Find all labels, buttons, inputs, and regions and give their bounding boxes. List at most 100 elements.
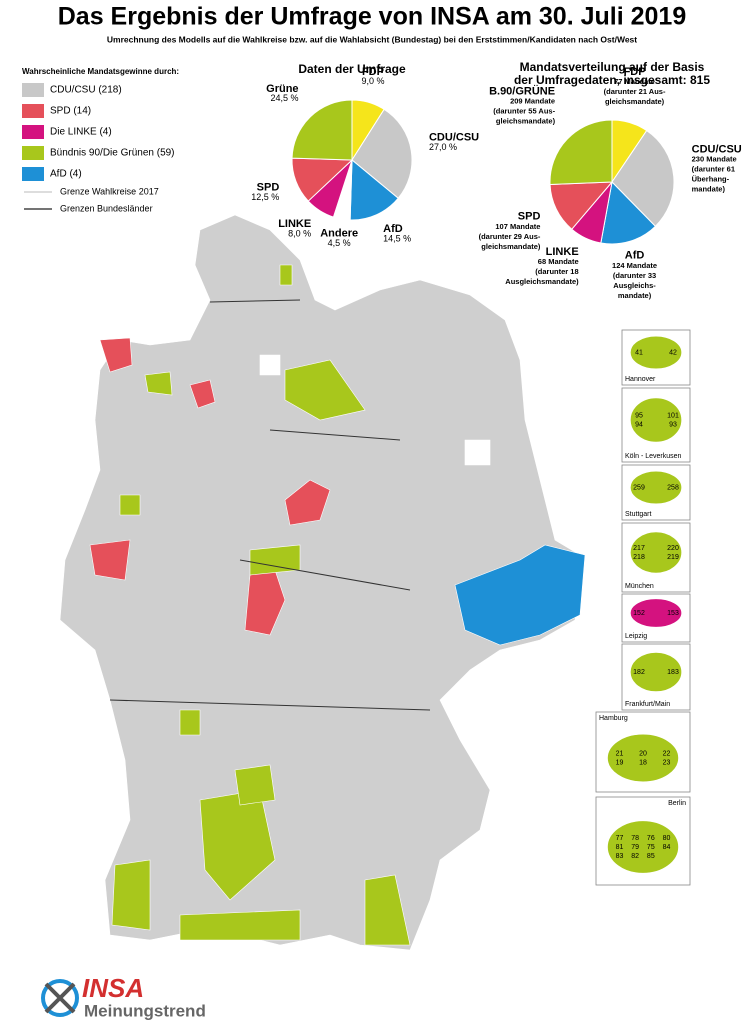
- inset-title: Frankfurt/Main: [625, 701, 670, 708]
- inset-district-label: 41: [635, 349, 643, 356]
- legend-swatch: [22, 125, 44, 139]
- pie-value-label: gleichsmandate): [605, 97, 665, 106]
- inset-map: [606, 820, 680, 874]
- legend-swatch: [22, 146, 44, 160]
- inset-district-label: 78: [631, 835, 639, 842]
- pie-slice: [549, 119, 613, 186]
- inset-district-label: 153: [667, 610, 679, 617]
- pie-value-label: (darunter 33: [613, 271, 656, 280]
- inset-title: Berlin: [668, 800, 686, 807]
- legend-swatch: [22, 167, 44, 181]
- inset-map: [606, 733, 680, 783]
- pie-value-label: 68 Mandate: [538, 257, 579, 266]
- inset-district-label: 22: [663, 750, 671, 757]
- legend-label: CDU/CSU (218): [50, 85, 122, 96]
- inset-title: Stuttgart: [625, 511, 652, 518]
- pie-label: Grüne: [266, 83, 298, 95]
- pie-label: CDU/CSU: [692, 144, 742, 156]
- map: [59, 214, 586, 951]
- inset-district-label: 76: [647, 835, 655, 842]
- pie-value-label: 230 Mandate: [692, 155, 737, 164]
- pie-label: AfD: [625, 250, 645, 262]
- pie-value-label: (darunter 21 Aus-: [604, 87, 666, 96]
- inset-district-label: 21: [616, 750, 624, 757]
- pie-label: CDU/CSU: [429, 132, 479, 144]
- inset-district-label: 152: [633, 610, 645, 617]
- inset-district-label: 83: [616, 853, 624, 860]
- legend-label: SPD (14): [50, 106, 91, 117]
- pie-label: Andere: [320, 227, 358, 239]
- logo-brand: INSA: [82, 973, 144, 1003]
- inset-district-label: 75: [647, 844, 655, 851]
- pie-label: FDP: [624, 66, 646, 78]
- pie-value-label: 107 Mandate: [495, 222, 540, 231]
- pie-title: Mandatsverteilung auf der Basis: [520, 60, 705, 74]
- pie-value-label: Ausgleichsmandate): [505, 277, 579, 286]
- pie-label: FDP: [362, 66, 384, 78]
- pie-slice: [349, 158, 399, 221]
- pie-value-label: 8,0 %: [288, 229, 311, 239]
- inset-district-label: 42: [669, 349, 677, 356]
- legend-label: Die LINKE (4): [50, 127, 112, 138]
- pie-value-label: 27,0 %: [429, 142, 457, 152]
- pie-label: LINKE: [278, 218, 311, 230]
- inset-district-label: 18: [639, 759, 647, 766]
- legend-swatch: [22, 104, 44, 118]
- pie-value-label: 77 Mandate: [614, 77, 655, 86]
- pie-slice: [351, 108, 413, 199]
- inset-title: München: [625, 583, 654, 590]
- inset-map: [629, 598, 683, 628]
- inset-district-label: 20: [639, 750, 647, 757]
- inset-district-label: 95: [635, 412, 643, 419]
- inset-district-label: 217: [633, 545, 645, 552]
- inset-district-label: 77: [616, 835, 624, 842]
- pie-value-label: (darunter 61: [692, 165, 735, 174]
- pie-value-label: 9,0 %: [361, 76, 384, 86]
- pie-value-label: 4,5 %: [328, 238, 351, 248]
- inset-district-label: 220: [667, 545, 679, 552]
- inset-district-label: 81: [616, 844, 624, 851]
- pie-value-label: (darunter 55 Aus-: [493, 106, 555, 115]
- logo-tagline: Meinungstrend: [84, 1001, 206, 1020]
- pie-slice: [600, 180, 657, 245]
- pie-value-label: 12,5 %: [251, 192, 279, 202]
- inset-district-label: 218: [633, 554, 645, 561]
- inset-district-label: 101: [667, 412, 679, 419]
- inset-district-label: 94: [635, 421, 643, 428]
- inset-district-label: 85: [647, 853, 655, 860]
- pie-label: B.90/GRÜNE: [489, 84, 555, 97]
- pie-label: SPD: [257, 181, 280, 193]
- pie-value-label: 24,5 %: [271, 93, 299, 103]
- pie-slice: [611, 129, 675, 228]
- pie-label: LINKE: [546, 246, 579, 258]
- logo: INSA Meinungstrend: [41, 973, 206, 1020]
- logo-ring: [41, 979, 79, 1017]
- inset-district-label: 219: [667, 554, 679, 561]
- title: Das Ergebnis der Umfrage von INSA am 30.…: [58, 3, 686, 31]
- inset-district-label: 19: [616, 759, 624, 766]
- pie-value-label: mandate): [618, 291, 652, 300]
- inset-map: [629, 470, 683, 505]
- pie-value-label: Überhang-: [692, 175, 730, 184]
- legend-title: Wahrscheinliche Mandatsgewinne durch:: [22, 67, 179, 76]
- pie-slice: [291, 99, 353, 161]
- inset-map: [629, 651, 683, 693]
- inset-district-label: 258: [667, 484, 679, 491]
- inset-district-label: 80: [663, 835, 671, 842]
- pie-value-label: 14,5 %: [383, 233, 411, 243]
- logo-cross: [44, 982, 76, 1014]
- inset-map: [629, 531, 683, 574]
- legend-label: Bündnis 90/Die Grünen (59): [50, 148, 175, 159]
- inset-district-label: 259: [633, 484, 645, 491]
- legend-label: AfD (4): [50, 169, 82, 180]
- pie-value-label: gleichsmandate): [496, 116, 556, 125]
- pie-title: Daten der Umfrage: [298, 62, 406, 76]
- pie-value-label: 209 Mandate: [510, 96, 555, 105]
- pie-value-label: 124 Mandate: [612, 261, 657, 270]
- pie-value-label: gleichsmandate): [481, 242, 541, 251]
- inset-district-label: 79: [631, 844, 639, 851]
- legend-label: Grenzen Bundesländer: [60, 203, 153, 213]
- pie-value-label: (darunter 29 Aus-: [479, 232, 541, 241]
- pie-value-label: mandate): [692, 185, 726, 194]
